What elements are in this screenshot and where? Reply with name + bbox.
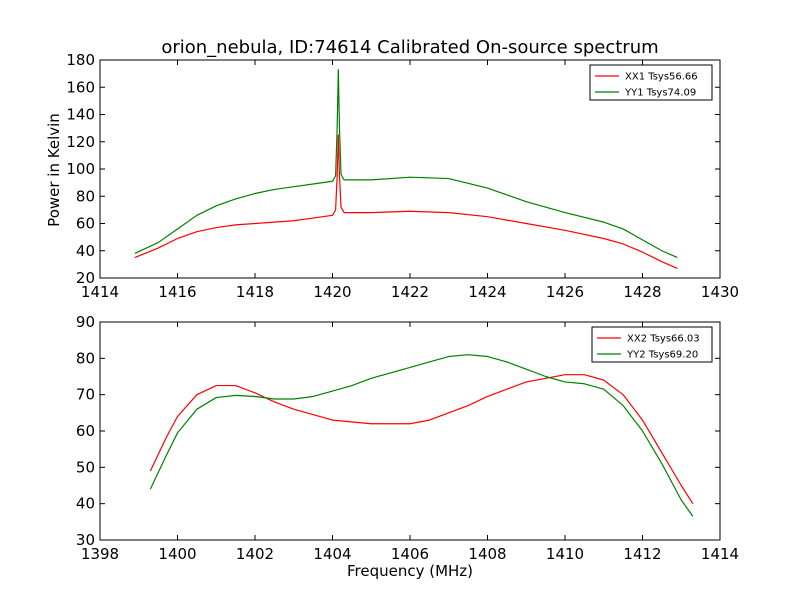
chart-title: orion_nebula, ID:74614 Calibrated On-sou… [161, 37, 658, 58]
top-x-tick-label: 1416 [158, 283, 196, 301]
top-y-tick-label: 60 [76, 215, 95, 233]
top-y-tick-label: 20 [76, 269, 95, 287]
bottom-x-tick-label: 1404 [313, 545, 351, 563]
bottom-x-tick-label: 1398 [81, 545, 119, 563]
x-axis-label: Frequency (MHz) [347, 562, 473, 580]
y-axis-label: Power in Kelvin [45, 113, 63, 227]
top-x-tick-label: 1422 [391, 283, 429, 301]
bottom-y-tick-label: 50 [76, 458, 95, 476]
top-series-line-1 [134, 134, 678, 270]
top-legend-box [589, 64, 713, 101]
top-y-tick-label: 40 [76, 242, 95, 260]
top-x-tick-label: 1424 [468, 283, 506, 301]
top-x-tick-label: 1414 [81, 283, 119, 301]
top-x-tick-label: 1426 [546, 283, 584, 301]
bottom-x-tick-label: 1414 [701, 545, 739, 563]
bottom-y-tick-label: 90 [76, 313, 95, 331]
top-x-tick-label: 1428 [623, 283, 661, 301]
top-x-tick-label: 1430 [701, 283, 739, 301]
bottom-legend-label-2: YY2 Tsys69.20 [626, 350, 698, 361]
top-x-tick-label: 1420 [313, 283, 351, 301]
bottom-y-tick-label: 80 [76, 349, 95, 367]
top-y-tick-label: 180 [66, 51, 95, 69]
bottom-x-tick-label: 1402 [236, 545, 274, 563]
bottom-x-tick-label: 1412 [623, 545, 661, 563]
bottom-x-tick-label: 1400 [158, 545, 196, 563]
top-legend-label-2: YY1 Tsys74.09 [624, 88, 696, 99]
top-legend: XX1 Tsys56.66 YY1 Tsys74.09 [589, 64, 713, 101]
bottom-y-tick-label: 60 [76, 422, 95, 440]
bottom-x-tick-label: 1406 [391, 545, 429, 563]
top-x-tick-label: 1418 [236, 283, 274, 301]
bottom-series-line-2 [149, 354, 694, 517]
top-y-tick-label: 100 [66, 160, 95, 178]
top-y-tick-label: 140 [66, 106, 95, 124]
bottom-y-tick-label: 40 [76, 495, 95, 513]
bottom-legend-label-1: XX2 Tsys66.03 [627, 334, 700, 345]
bottom-x-tick-label: 1410 [546, 545, 584, 563]
bottom-spectrum-plot: 1398 1400 1402 1404 1406 1408 1410 1412 1414 30 40… [76, 313, 739, 563]
top-y-tick-label: 160 [66, 78, 95, 96]
bottom-legend-box [591, 326, 713, 363]
bottom-x-tick-label: 1408 [468, 545, 506, 563]
top-y-tick-label: 80 [76, 187, 95, 205]
bottom-series-line-1 [149, 374, 694, 504]
top-y-tick-label: 120 [66, 133, 95, 151]
bottom-legend: XX2 Tsys66.03 YY2 Tsys69.20 [591, 326, 713, 363]
bottom-y-tick-label: 70 [76, 386, 95, 404]
top-legend-label-1: XX1 Tsys56.66 [625, 72, 698, 83]
top-series-line-2 [134, 68, 678, 259]
bottom-y-tick-label: 30 [76, 531, 95, 549]
top-spectrum-plot: 1414 1416 1418 1420 1422 1424 1426 1428 1430 20 40… [66, 51, 739, 301]
